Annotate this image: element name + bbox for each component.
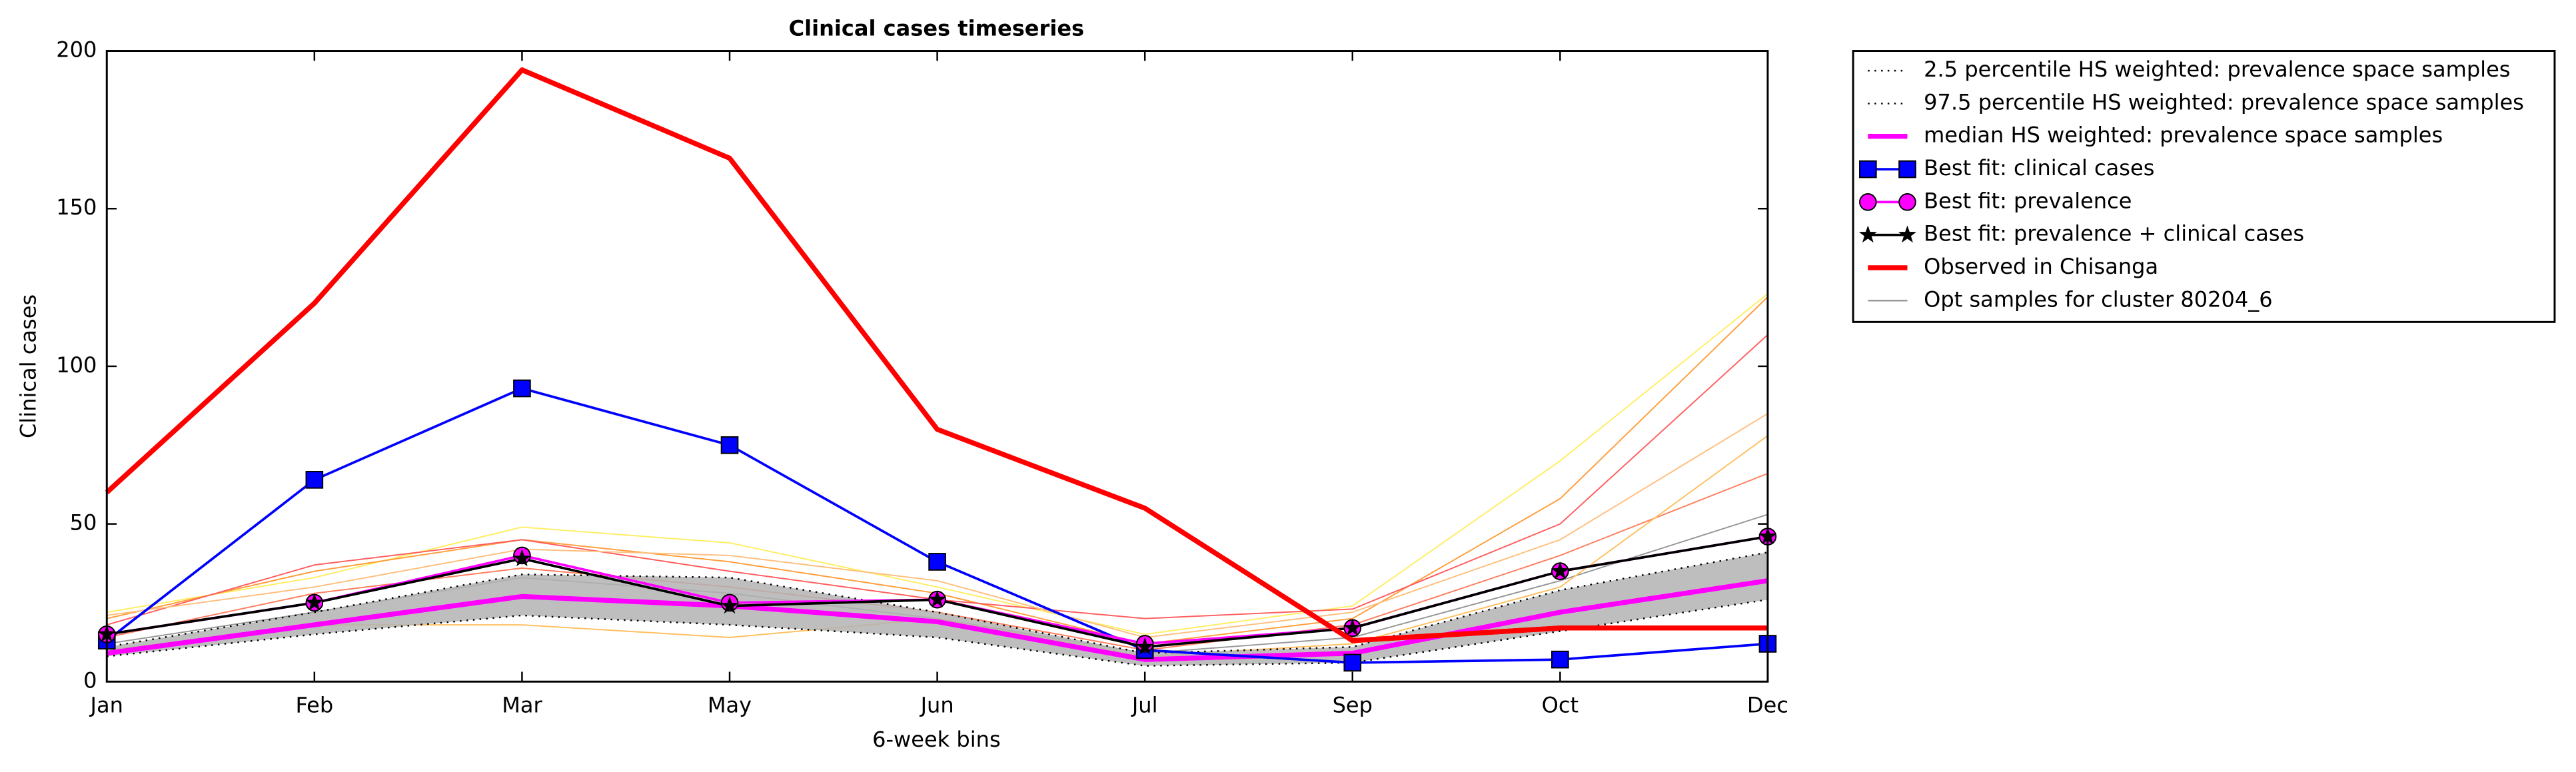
legend: 2.5 percentile HS weighted: prevalence s… bbox=[1852, 50, 2556, 323]
marker bbox=[305, 593, 324, 611]
legend-box bbox=[1852, 50, 2556, 323]
marker bbox=[928, 590, 947, 607]
marker bbox=[720, 596, 739, 614]
series-line bbox=[107, 578, 1768, 662]
legend-label: 2.5 percentile HS weighted: prevalence s… bbox=[1924, 57, 2510, 82]
marker bbox=[1898, 160, 1916, 179]
x-tick-label: Mar bbox=[502, 692, 542, 717]
marker bbox=[1551, 562, 1569, 579]
percentile-band bbox=[107, 552, 1768, 666]
y-tick-label: 0 bbox=[83, 667, 97, 693]
marker bbox=[720, 436, 739, 454]
x-tick-label: Oct bbox=[1542, 692, 1579, 717]
x-tick-label: May bbox=[708, 692, 752, 717]
marker bbox=[1858, 225, 1877, 243]
marker bbox=[1859, 160, 1877, 179]
marker bbox=[1343, 618, 1362, 636]
marker bbox=[1551, 650, 1569, 669]
legend-label: 97.5 percentile HS weighted: prevalence … bbox=[1924, 89, 2524, 115]
marker bbox=[928, 553, 946, 571]
legend-label: median HS weighted: prevalence space sam… bbox=[1924, 123, 2443, 148]
marker bbox=[512, 549, 531, 567]
marker bbox=[1859, 193, 1877, 211]
legend-label: Observed in Chisanga bbox=[1924, 254, 2158, 279]
chart-title: Clinical cases timeseries bbox=[789, 15, 1085, 41]
legend-label: Opt samples for cluster 80204_6 bbox=[1924, 286, 2273, 312]
y-tick-label: 200 bbox=[56, 37, 97, 63]
marker bbox=[305, 471, 324, 489]
marker bbox=[1898, 225, 1917, 243]
legend-label: Best fit: prevalence bbox=[1924, 188, 2132, 213]
x-tick-label: Jul bbox=[1131, 692, 1158, 717]
x-tick-label: Dec bbox=[1747, 692, 1788, 717]
sample-line bbox=[107, 413, 1768, 639]
y-tick-label: 150 bbox=[56, 194, 97, 220]
legend-label: Best fit: clinical cases bbox=[1924, 155, 2154, 181]
x-tick-label: Jan bbox=[89, 692, 123, 717]
series-line bbox=[105, 67, 1768, 643]
marker bbox=[1343, 653, 1362, 672]
marker bbox=[1898, 193, 1916, 211]
x-axis-label: 6-week bins bbox=[872, 727, 1001, 752]
y-axis-label: Clinical cases bbox=[15, 294, 41, 438]
x-tick-label: Sep bbox=[1333, 692, 1373, 717]
x-tick-label: Jun bbox=[920, 692, 954, 717]
x-tick-label: Feb bbox=[295, 692, 333, 717]
y-tick-label: 100 bbox=[56, 352, 97, 378]
marker bbox=[1135, 637, 1154, 655]
y-tick-label: 50 bbox=[70, 510, 97, 536]
plot-area bbox=[107, 67, 1768, 667]
marker bbox=[513, 379, 531, 398]
legend-label: Best fit: prevalence + clinical cases bbox=[1924, 221, 2304, 246]
sample-line bbox=[107, 472, 1768, 651]
